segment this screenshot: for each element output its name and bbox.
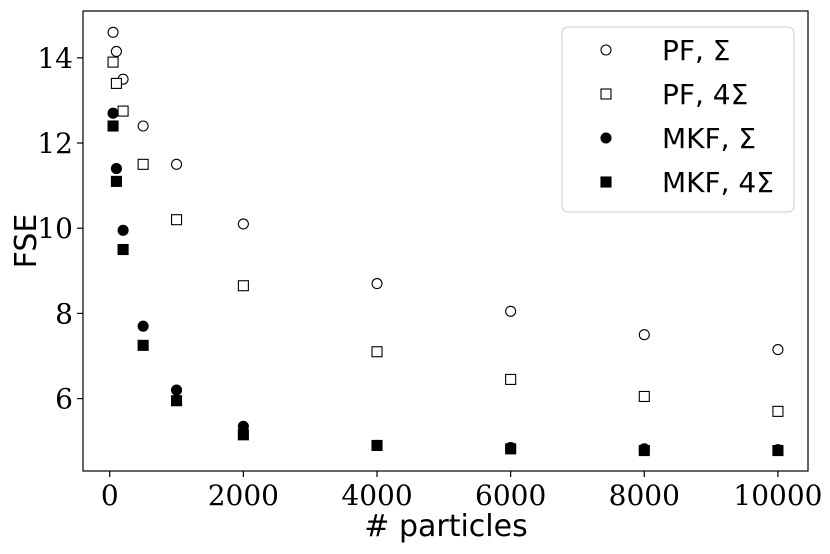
data-point — [371, 346, 383, 358]
data-point — [117, 224, 129, 236]
data-point — [110, 45, 122, 58]
series-4 — [107, 120, 784, 457]
data-point — [107, 26, 119, 38]
data-point — [107, 56, 119, 68]
data-point — [137, 320, 149, 332]
data-point — [371, 439, 383, 451]
data-points — [107, 26, 784, 457]
y-tick-label: 10 — [37, 212, 73, 245]
data-point — [237, 280, 249, 292]
data-point — [505, 443, 517, 455]
x-tick-label: 2000 — [208, 479, 279, 512]
data-point — [371, 278, 383, 290]
data-point — [170, 395, 183, 407]
y-tick-label: 12 — [37, 127, 73, 160]
data-point — [110, 77, 122, 89]
legend: PF, Σ PF, 4Σ MKF, Σ MKF, 4Σ — [561, 26, 795, 213]
data-point — [137, 158, 149, 170]
data-point — [505, 373, 517, 385]
y-tick-label: 14 — [37, 42, 73, 75]
legend-box — [561, 26, 795, 213]
legend-marker — [600, 44, 612, 56]
legend-entry: PF, Σ — [600, 34, 730, 67]
series-2 — [107, 56, 784, 417]
data-point — [107, 120, 119, 132]
x-axis: 0 2000 4000 6000 8000 10000 — [101, 471, 822, 512]
data-point — [170, 158, 183, 170]
legend-entry: MKF, 4Σ — [600, 166, 774, 199]
data-point — [505, 305, 517, 317]
x-tick-label: 6000 — [475, 479, 546, 512]
data-point — [772, 344, 784, 356]
x-tick-label: 10000 — [733, 479, 822, 512]
data-point — [137, 339, 149, 351]
data-point — [110, 163, 122, 175]
y-tick-label: 6 — [55, 383, 73, 416]
series-1 — [107, 26, 784, 356]
data-point — [772, 405, 784, 417]
legend-marker — [600, 176, 612, 188]
data-point — [137, 120, 149, 132]
data-point — [117, 105, 129, 117]
data-point — [170, 384, 183, 396]
data-point — [638, 329, 650, 341]
y-tick-label: 8 — [55, 297, 73, 330]
legend-label: MKF, Σ — [662, 122, 756, 155]
legend-marker — [600, 132, 612, 144]
data-point — [170, 214, 183, 226]
y-axis-title: FSE — [9, 214, 44, 269]
legend-label: PF, Σ — [662, 34, 730, 67]
data-point — [117, 243, 129, 256]
y-axis: 6 8 10 12 14 — [37, 42, 83, 416]
legend-entry: MKF, Σ — [600, 122, 756, 155]
legend-marker — [600, 88, 612, 100]
legend-entry: PF, 4Σ — [600, 78, 748, 111]
x-tick-label: 0 — [101, 479, 119, 512]
data-point — [110, 175, 122, 187]
legend-label: PF, 4Σ — [662, 78, 748, 111]
data-point — [638, 390, 650, 403]
legend-label: MKF, 4Σ — [662, 166, 774, 199]
x-axis-title: # particles — [364, 509, 527, 544]
data-point — [772, 445, 784, 457]
x-tick-label: 8000 — [609, 479, 680, 512]
data-point — [638, 445, 650, 457]
x-tick-label: 4000 — [341, 479, 412, 512]
data-point — [237, 429, 249, 441]
data-point — [107, 107, 119, 119]
data-point — [237, 218, 249, 230]
